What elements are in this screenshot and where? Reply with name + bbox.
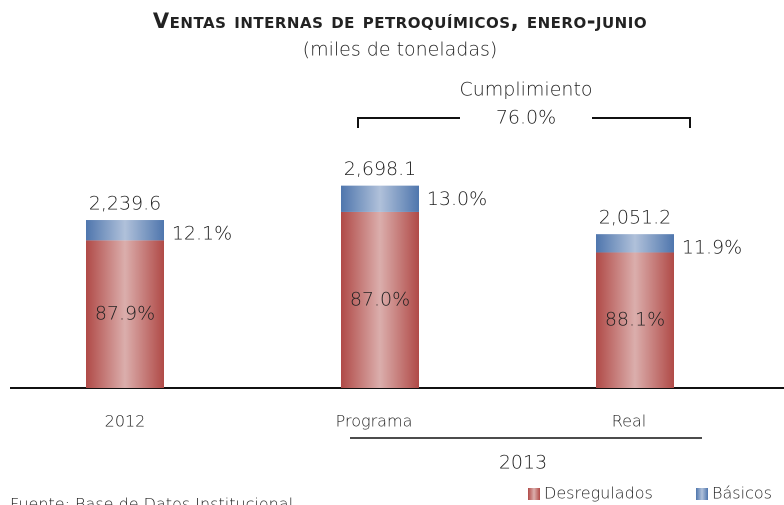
- legend-swatch: [528, 488, 540, 500]
- legend-swatch: [696, 488, 708, 500]
- legend-label: Básicos: [712, 484, 772, 503]
- segment-label: 87.0%: [350, 288, 410, 310]
- bar-segment: [86, 220, 164, 241]
- annotation-bracket: [357, 117, 691, 128]
- x-tick-label: 2012: [105, 412, 146, 431]
- annotation-value: 76.0%: [496, 107, 556, 129]
- x-tick-label: Real: [612, 412, 647, 431]
- segment-label: 11.9%: [682, 237, 742, 259]
- total-label: 2,239.6: [89, 193, 162, 215]
- bar-segment: [341, 185, 419, 212]
- total-label: 2,051.2: [599, 207, 672, 229]
- annotation-label: Cumplimiento: [459, 79, 592, 101]
- bar-segment: [596, 234, 674, 253]
- segment-label: 88.1%: [605, 309, 665, 331]
- segment-label: 12.1%: [172, 223, 232, 245]
- segment-label: 87.9%: [95, 303, 155, 325]
- bar-segment: [596, 252, 674, 388]
- group-label: 2013: [499, 452, 547, 474]
- bar-segment: [341, 211, 419, 388]
- chart-title: Ventas internas de petroquímicos, enero-…: [153, 9, 647, 33]
- segment-label: 13.0%: [427, 188, 487, 210]
- chart-subtitle: (miles de toneladas): [303, 39, 498, 61]
- x-tick-label: Programa: [336, 412, 413, 431]
- bar-segment: [86, 240, 164, 388]
- legend-label: Desregulados: [544, 484, 653, 503]
- total-label: 2,698.1: [344, 158, 417, 180]
- source: Fuente: Base de Datos Institucional: [10, 495, 293, 505]
